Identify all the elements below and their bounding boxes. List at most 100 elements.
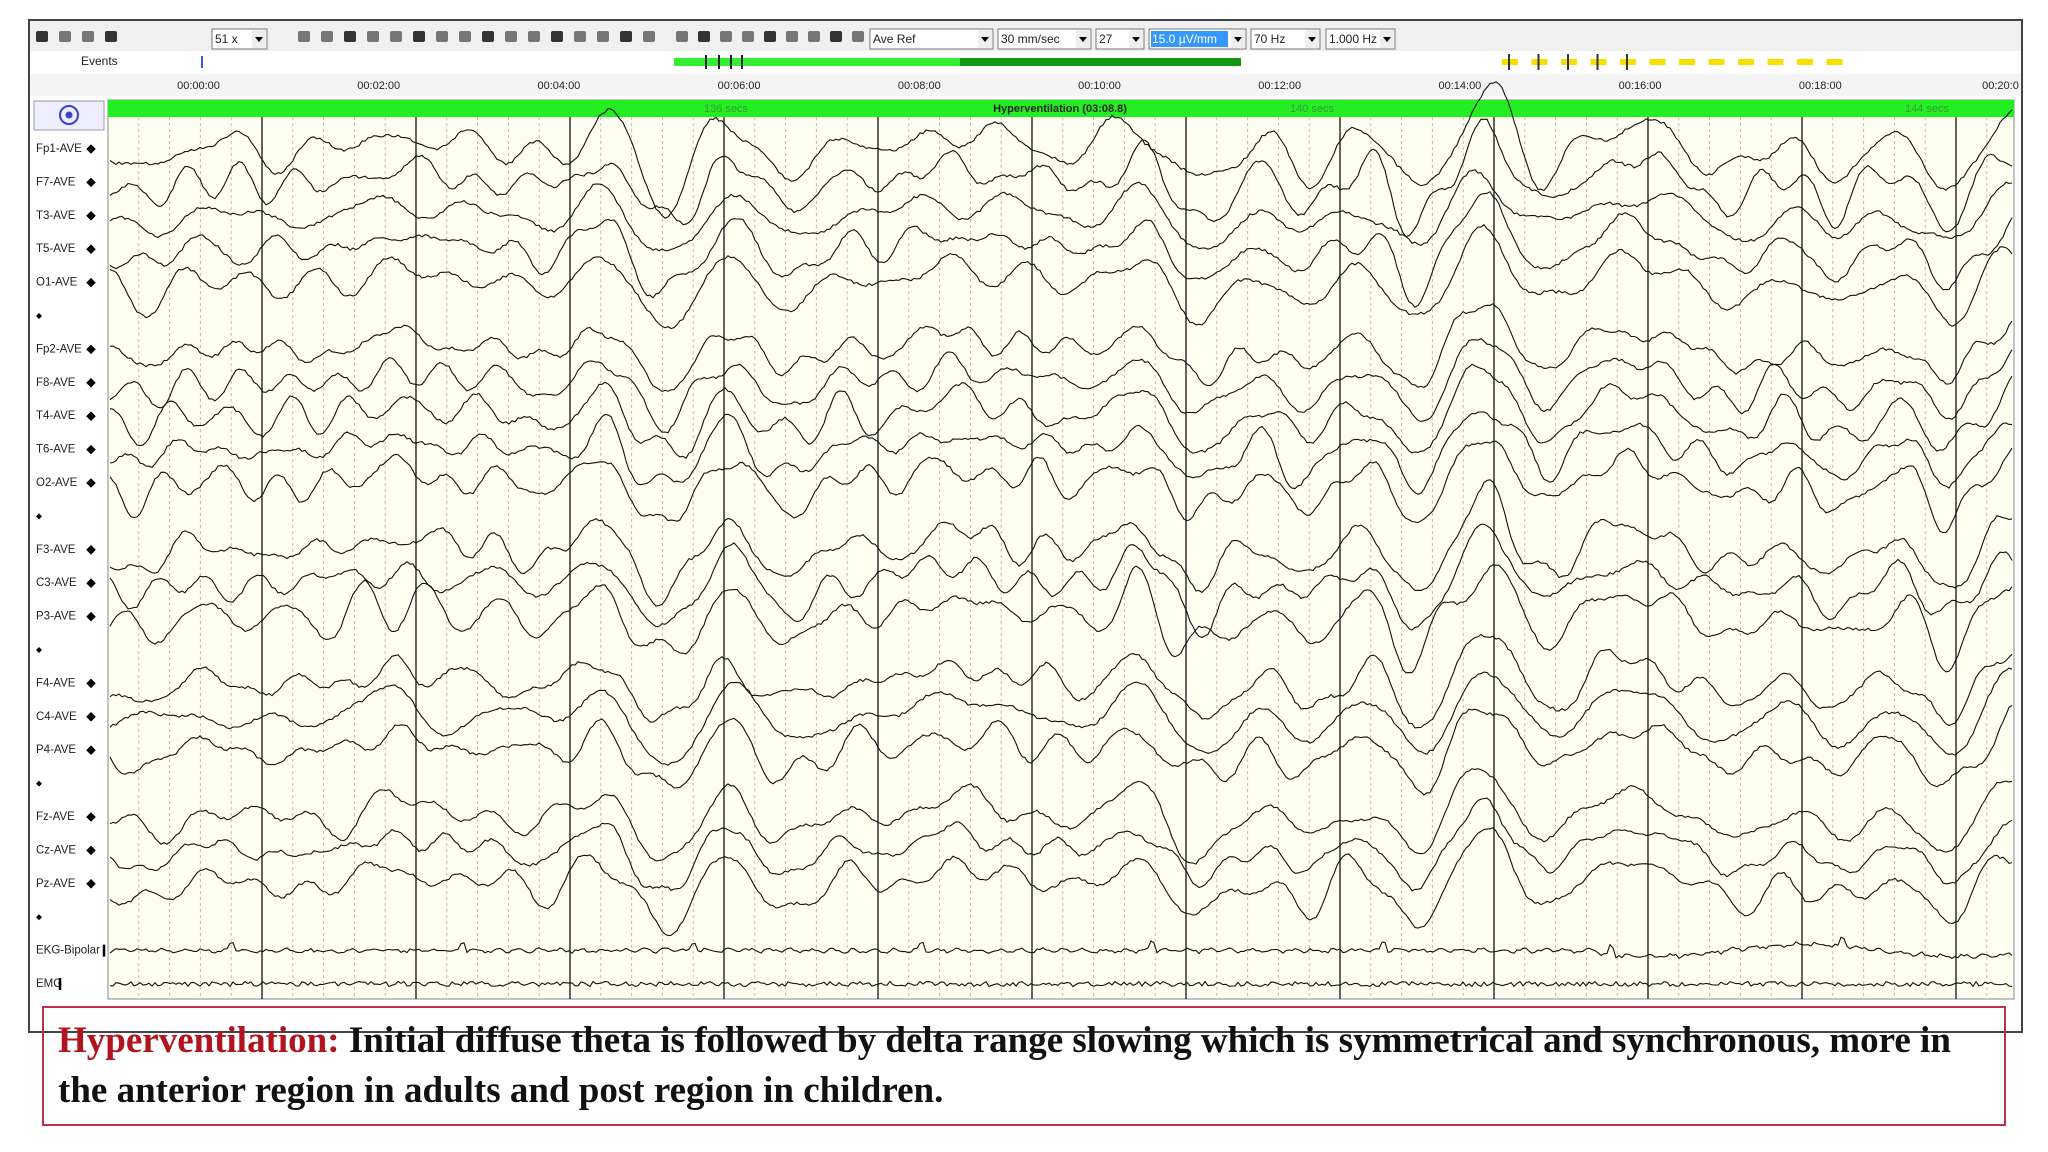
toolbar-icon[interactable] xyxy=(459,31,471,42)
dropdown-arrow xyxy=(255,37,263,42)
eeg-trace xyxy=(109,118,2013,238)
channel-marker xyxy=(86,578,96,588)
eeg-trace xyxy=(109,667,2013,766)
toolbar-icon[interactable] xyxy=(764,31,776,42)
toolbar-icon[interactable] xyxy=(105,31,117,42)
toolbar-icon[interactable] xyxy=(390,31,402,42)
toolbar-icon[interactable] xyxy=(505,31,517,42)
eeg-trace xyxy=(109,633,2013,729)
eeg-trace xyxy=(109,797,2013,892)
event-tick xyxy=(1596,54,1599,70)
channel-label: T5-AVE xyxy=(36,243,76,255)
channel-marker xyxy=(86,678,96,689)
toolbar-icon[interactable] xyxy=(786,31,798,42)
event-marker xyxy=(201,56,203,68)
toolbar-icon[interactable] xyxy=(436,31,448,42)
toolbar-icon[interactable] xyxy=(852,31,864,42)
dropdown-value: 70 Hz xyxy=(1254,32,1285,46)
eeg-trace xyxy=(109,564,2013,674)
channel-label: F3-AVE xyxy=(36,544,76,556)
toolbar-icon[interactable] xyxy=(413,31,425,42)
eeg-trace xyxy=(109,169,2013,252)
channel-label: O1-AVE xyxy=(36,277,78,289)
dropdown[interactable] xyxy=(1325,28,1396,50)
toolbar-icon[interactable] xyxy=(574,31,586,42)
dropdown-arrow xyxy=(981,37,989,42)
channel-label: P4-AVE xyxy=(36,744,76,756)
time-label: 00:00:00 xyxy=(177,80,220,92)
caption-text: Initial diffuse theta is followed by del… xyxy=(58,1020,1951,1111)
toolbar-icon[interactable] xyxy=(742,31,754,42)
dropdown-value: 27 xyxy=(1099,32,1113,46)
toolbar-icon[interactable] xyxy=(482,31,494,42)
eeg-trace xyxy=(109,827,2013,937)
events-bar xyxy=(674,58,1241,66)
eeg-trace xyxy=(109,338,2013,434)
event-tick xyxy=(741,55,743,69)
channel-label: Fp1-AVE xyxy=(36,143,82,155)
hv-bar-mark: 140 secs xyxy=(1290,103,1335,115)
dropdown[interactable] xyxy=(1250,28,1321,50)
dropdown[interactable] xyxy=(997,28,1092,50)
eeg-window: Events 51 x Ave Ref 30 mm/sec 27 15.0 µV/mm 7… xyxy=(28,19,2023,1033)
channel-marker xyxy=(86,745,96,755)
channel-label: T6-AVE xyxy=(36,444,76,456)
eeg-trace xyxy=(109,440,2013,534)
dropdown-value: Ave Ref xyxy=(873,32,916,46)
eeg-trace xyxy=(109,768,2013,865)
time-label: 00:06:00 xyxy=(718,80,761,92)
toolbar-icon[interactable] xyxy=(698,31,710,42)
channel-marker xyxy=(86,879,96,889)
event-dash xyxy=(1826,59,1843,65)
toolbar-icon[interactable] xyxy=(830,31,842,42)
time-label: 00:10:00 xyxy=(1078,80,1121,92)
channel-label: Fp2-AVE xyxy=(36,343,82,355)
channel-label: T4-AVE xyxy=(36,410,76,422)
channel-label: EMG xyxy=(36,978,62,990)
toolbar-icon[interactable] xyxy=(344,31,356,42)
toolbar-icon[interactable] xyxy=(59,31,71,42)
channel-label: Fz-AVE xyxy=(36,811,75,823)
channel-marker xyxy=(86,211,96,221)
hv-bar xyxy=(108,100,2014,117)
events-bar-dark xyxy=(960,58,1241,66)
toolbar-icon[interactable] xyxy=(620,31,632,42)
eeg-trace xyxy=(109,980,2013,988)
toolbar-icon[interactable] xyxy=(82,31,94,42)
toolbar-icon[interactable] xyxy=(528,31,540,42)
dropdown-arrow xyxy=(1383,37,1391,42)
toolbar-icon[interactable] xyxy=(676,31,688,42)
eeg-trace xyxy=(109,411,2012,495)
dropdown-selected xyxy=(1151,31,1228,47)
eeg-trace xyxy=(109,523,2013,639)
event-dash xyxy=(1738,59,1754,65)
toolbar-icon[interactable] xyxy=(551,31,563,42)
dropdown-value: 30 mm/sec xyxy=(1001,32,1060,46)
dropdown-value: 1.000 Hz xyxy=(1329,32,1377,46)
channel-marker xyxy=(86,812,96,822)
event-tick xyxy=(705,55,707,69)
channel-marker xyxy=(86,611,96,622)
toolbar-icon[interactable] xyxy=(367,31,379,42)
channel-label: Cz-AVE xyxy=(36,844,76,856)
dropdown[interactable] xyxy=(869,28,994,50)
channel-label: P3-AVE xyxy=(36,611,76,623)
toolbar-icon[interactable] xyxy=(720,31,732,42)
dropdown-arrow xyxy=(1234,37,1242,42)
toolbar-icon[interactable] xyxy=(808,31,820,42)
channel-label: O2-AVE xyxy=(36,477,78,489)
toolbar-icon[interactable] xyxy=(321,31,333,42)
toolbar-icon[interactable] xyxy=(643,31,655,42)
channel-label: Pz-AVE xyxy=(36,878,76,890)
toolbar-icon[interactable] xyxy=(298,31,310,42)
event-dash xyxy=(1797,59,1813,65)
dropdown-arrow xyxy=(1308,37,1316,42)
dropdown-arrow xyxy=(1132,37,1140,42)
eeg-trace xyxy=(109,936,2013,960)
separator-marker xyxy=(36,313,42,319)
time-label: 00:04:00 xyxy=(537,80,580,92)
toolbar-icon[interactable] xyxy=(36,31,48,42)
toolbar-icon[interactable] xyxy=(597,31,609,42)
channel-marker xyxy=(86,411,96,421)
time-label: 00:08:00 xyxy=(898,80,941,92)
